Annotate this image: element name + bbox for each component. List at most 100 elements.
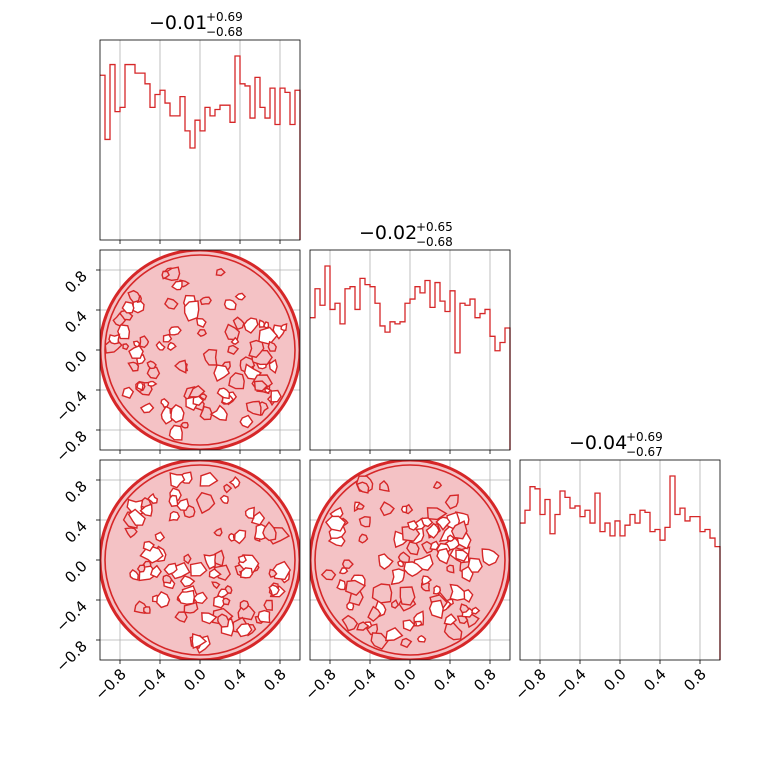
contour-region bbox=[406, 519, 419, 531]
axis-ticks: −0.8−0.4 0.0 0.4 0.8 bbox=[511, 660, 710, 704]
contour-region bbox=[174, 611, 188, 623]
contour-region bbox=[371, 583, 393, 604]
contour-region bbox=[139, 335, 150, 349]
contour-region bbox=[338, 567, 349, 575]
contour-region bbox=[257, 609, 271, 624]
x-tick-label: 0.8 bbox=[680, 665, 710, 695]
contour-region bbox=[341, 614, 359, 632]
contour-region bbox=[400, 637, 413, 649]
contour-region bbox=[336, 578, 346, 591]
contour-region bbox=[406, 541, 420, 556]
contour-region bbox=[142, 540, 155, 552]
contour-region bbox=[203, 553, 217, 570]
contour-region bbox=[183, 553, 192, 565]
x-tick-label: 0.0 bbox=[180, 665, 210, 695]
contour-region bbox=[199, 471, 219, 487]
contour-region bbox=[136, 564, 146, 573]
density-boundary bbox=[100, 250, 300, 450]
contour-region bbox=[192, 395, 205, 406]
contour-region bbox=[216, 588, 229, 598]
contour-region bbox=[160, 397, 170, 409]
contour-region bbox=[428, 599, 444, 620]
contour-region bbox=[127, 289, 141, 304]
y-tick-label: 0.8 bbox=[61, 267, 91, 297]
density-boundary-inner bbox=[314, 464, 506, 656]
title-param-0: −0.01 +0.69 −0.68 bbox=[149, 10, 243, 39]
histogram-panel-param-0 bbox=[99, 39, 301, 244]
y-tick-label: 0.8 bbox=[61, 477, 91, 507]
histogram-panel-param-2: −0.8 −0.4 0.0 0.4 0.8 bbox=[511, 459, 721, 704]
density-boundary bbox=[100, 460, 300, 660]
contour-region bbox=[467, 557, 483, 573]
contour-region bbox=[239, 414, 254, 429]
title-lower-error: −0.68 bbox=[416, 235, 453, 249]
contour-region bbox=[117, 324, 131, 340]
contour-region bbox=[239, 567, 254, 579]
contour-region bbox=[420, 517, 434, 528]
contour-region bbox=[267, 340, 277, 352]
contour-region bbox=[432, 585, 442, 595]
contour-region bbox=[324, 515, 347, 532]
contour-region bbox=[124, 527, 138, 539]
contour-region bbox=[237, 554, 247, 564]
contour-region bbox=[121, 301, 135, 314]
contour-region bbox=[168, 326, 182, 336]
contour-region bbox=[378, 553, 394, 570]
histogram-step-line bbox=[310, 265, 511, 450]
x-tick-label: 0.4 bbox=[640, 665, 670, 695]
contour-region bbox=[345, 579, 367, 597]
contour-region bbox=[244, 506, 255, 520]
contour-region bbox=[223, 483, 233, 494]
contour-region bbox=[370, 632, 389, 650]
contour-region bbox=[195, 491, 216, 515]
contour-region bbox=[180, 421, 189, 429]
contour-panel-param-0-vs-param-2: −0.8−0.8−0.4−0.40.00.00.40.40.80.8 bbox=[52, 459, 301, 704]
contour-region bbox=[227, 532, 236, 542]
title-value: −0.02 bbox=[359, 222, 417, 244]
title-upper-error: +0.65 bbox=[416, 220, 453, 234]
contour-region bbox=[446, 534, 455, 542]
contour-region bbox=[213, 527, 223, 537]
contour-region bbox=[155, 340, 166, 351]
contour-region bbox=[230, 336, 240, 345]
contour-region bbox=[402, 619, 416, 632]
contour-region bbox=[209, 404, 228, 421]
contour-region bbox=[121, 386, 135, 399]
contour-region bbox=[219, 494, 229, 505]
contour-region bbox=[216, 387, 231, 400]
contour-region bbox=[443, 613, 458, 626]
contour-region bbox=[253, 380, 269, 392]
contour-region bbox=[168, 424, 183, 441]
contour-region bbox=[450, 520, 468, 540]
contour-region bbox=[436, 547, 451, 565]
y-tick-label: 0.0 bbox=[61, 347, 91, 377]
histogram-panel-param-1 bbox=[309, 249, 511, 454]
contour-region bbox=[168, 494, 179, 507]
contour-region bbox=[149, 564, 162, 579]
contour-region bbox=[222, 597, 231, 606]
contour-region bbox=[262, 521, 277, 542]
contour-region bbox=[127, 361, 140, 372]
contour-region bbox=[341, 559, 354, 570]
contour-region bbox=[217, 613, 230, 628]
contour-region bbox=[268, 358, 278, 374]
contour-region bbox=[233, 529, 247, 545]
x-tick-label: 0.4 bbox=[220, 665, 250, 695]
contour-region bbox=[208, 568, 222, 579]
contour-region bbox=[379, 480, 390, 493]
contour-panel-param-1-vs-param-2: −0.8 −0.4 0.0 0.4 0.8 bbox=[301, 459, 511, 704]
contour-region bbox=[163, 562, 178, 576]
contour-region bbox=[161, 270, 170, 280]
density-boundary-inner bbox=[104, 464, 296, 656]
x-tick-label: 0.0 bbox=[600, 665, 630, 695]
contour-region bbox=[367, 605, 382, 622]
contour-region bbox=[227, 344, 240, 356]
x-tick-label: −0.8 bbox=[301, 665, 339, 703]
contour-region bbox=[127, 508, 146, 526]
contour-region bbox=[179, 575, 196, 588]
contour-region bbox=[160, 405, 173, 425]
contour-layer bbox=[100, 250, 300, 450]
x-tick-label: 0.8 bbox=[470, 665, 500, 695]
contour-region bbox=[320, 569, 337, 581]
